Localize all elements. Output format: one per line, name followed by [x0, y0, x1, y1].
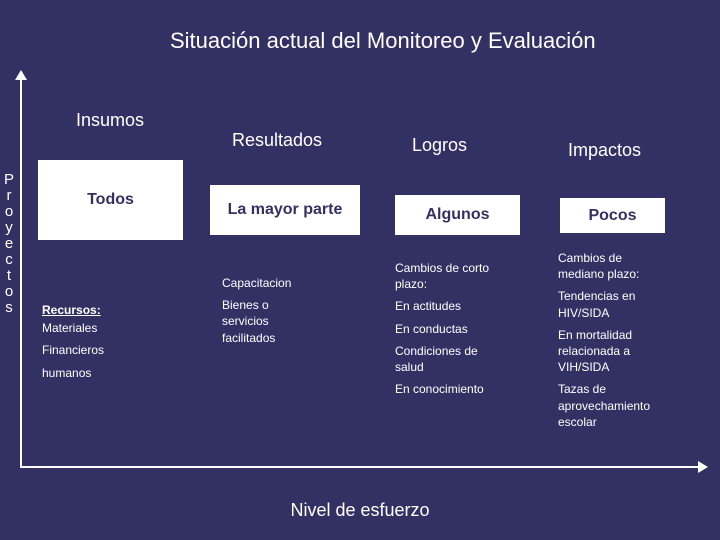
value-box: Algunos [395, 195, 520, 235]
column-header: Insumos [76, 110, 144, 131]
details-item: En conocimiento [395, 381, 535, 397]
details-item: En conductas [395, 321, 535, 337]
value-box: Pocos [560, 198, 665, 233]
details-item: Cambios de mediano plazo: [558, 250, 698, 282]
details-list: Capacitacion Bienes o servicios facilitad… [222, 275, 362, 352]
details-list: Cambios de corto plazo: En actitudes En co… [395, 260, 535, 403]
page-title: Situación actual del Monitoreo y Evaluac… [170, 28, 596, 54]
y-axis-letter: s [2, 300, 16, 316]
y-axis-letter: c [2, 252, 16, 268]
y-axis-letter: t [2, 268, 16, 284]
column-header: Logros [412, 135, 467, 156]
details-header: Recursos: [42, 302, 182, 318]
column-header: Resultados [232, 130, 322, 151]
column-header: Impactos [568, 140, 641, 161]
details-item: Tendencias en HIV/SIDA [558, 288, 698, 320]
details-item: Materiales [42, 320, 182, 336]
y-axis-label: Proyectos [2, 172, 16, 316]
y-axis-letter: r [2, 188, 16, 204]
details-item: humanos [42, 365, 182, 381]
y-axis-letter: y [2, 220, 16, 236]
x-axis [20, 466, 700, 468]
y-axis [20, 78, 22, 468]
details-list: Recursos: Materiales Financieros humanos [42, 302, 182, 387]
details-item: Bienes o servicios facilitados [222, 297, 362, 346]
details-item: Tazas de aprovechamiento escolar [558, 381, 698, 430]
details-list: Cambios de mediano plazo: Tendencias en H… [558, 250, 698, 436]
value-box: Todos [38, 160, 183, 240]
details-item: Cambios de corto plazo: [395, 260, 535, 292]
y-axis-letter: e [2, 236, 16, 252]
y-axis-letter: P [2, 172, 16, 188]
details-item: En actitudes [395, 298, 535, 314]
details-item: Capacitacion [222, 275, 362, 291]
details-item: En mortalidad relacionada a VIH/SIDA [558, 327, 698, 376]
value-box: La mayor parte [210, 185, 360, 235]
x-axis-label: Nivel de esfuerzo [0, 500, 720, 521]
y-axis-letter: o [2, 204, 16, 220]
details-item: Condiciones de salud [395, 343, 535, 375]
details-item: Financieros [42, 342, 182, 358]
y-axis-letter: o [2, 284, 16, 300]
